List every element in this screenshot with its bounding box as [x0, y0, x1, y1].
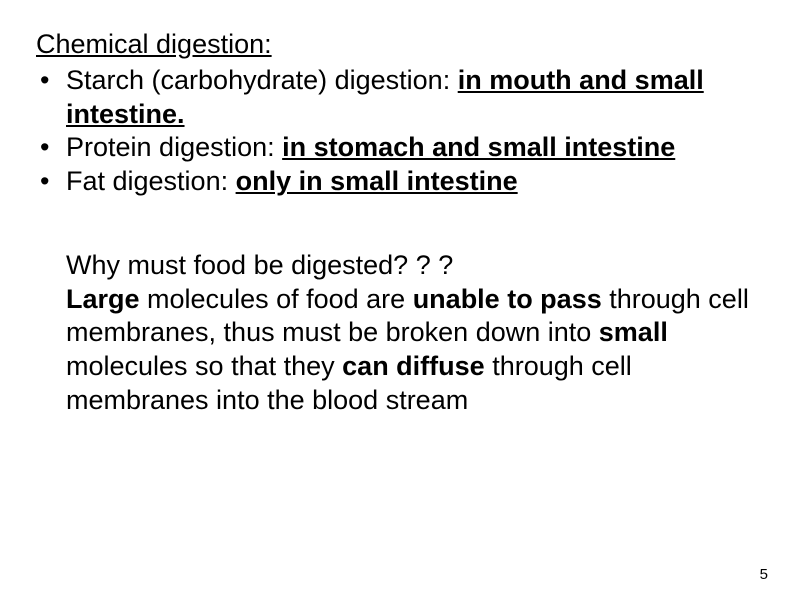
question-line: Why must food be digested? ? ?: [66, 249, 750, 283]
list-item: Fat digestion: only in small intestine: [36, 165, 750, 199]
answer-text: Large molecules of food are unable to pa…: [66, 283, 750, 418]
bullet-prefix: Starch (carbohydrate) digestion:: [66, 65, 458, 95]
emphasis-word: unable to pass: [413, 284, 602, 314]
section-heading: Chemical digestion:: [36, 28, 750, 62]
text-run: molecules of food are: [140, 284, 413, 314]
bullet-prefix: Fat digestion:: [66, 166, 236, 196]
emphasis-word: can diffuse: [342, 351, 485, 381]
explanation-paragraph: Why must food be digested? ? ? Large mol…: [36, 249, 750, 418]
emphasis-word: Large: [66, 284, 140, 314]
text-run: molecules so that they: [66, 351, 342, 381]
list-item: Protein digestion: in stomach and small …: [36, 131, 750, 165]
bullet-prefix: Protein digestion:: [66, 132, 282, 162]
bullet-list: Starch (carbohydrate) digestion: in mout…: [36, 64, 750, 199]
bullet-emphasis: in stomach and small intestine: [282, 132, 675, 162]
list-item: Starch (carbohydrate) digestion: in mout…: [36, 64, 750, 132]
bullet-emphasis: only in small intestine: [236, 166, 518, 196]
emphasis-word: small: [599, 317, 668, 347]
page-number: 5: [760, 566, 768, 583]
